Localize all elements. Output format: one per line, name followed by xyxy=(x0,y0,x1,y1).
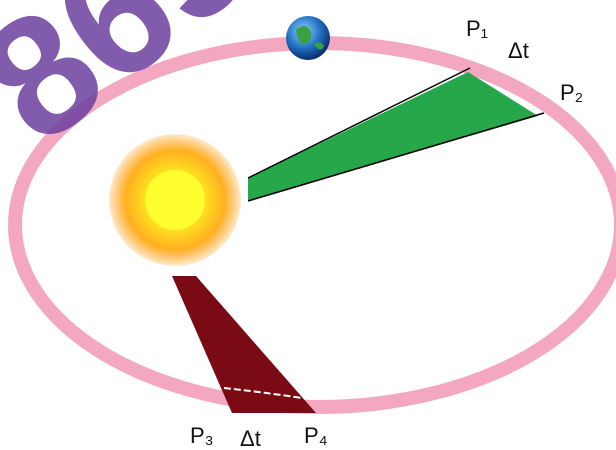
label: Δt xyxy=(508,38,529,63)
green-area xyxy=(248,72,538,201)
label: P₃ xyxy=(190,423,214,448)
label: P₂ xyxy=(560,80,583,105)
earth xyxy=(286,16,330,60)
label: Δt xyxy=(240,426,261,450)
label: P₁ xyxy=(466,16,488,41)
dashed-arc xyxy=(223,387,303,399)
radius-line xyxy=(247,67,471,179)
radius-line xyxy=(247,112,545,202)
label: P₄ xyxy=(304,423,328,448)
red-area xyxy=(172,276,316,413)
sun xyxy=(109,134,241,266)
